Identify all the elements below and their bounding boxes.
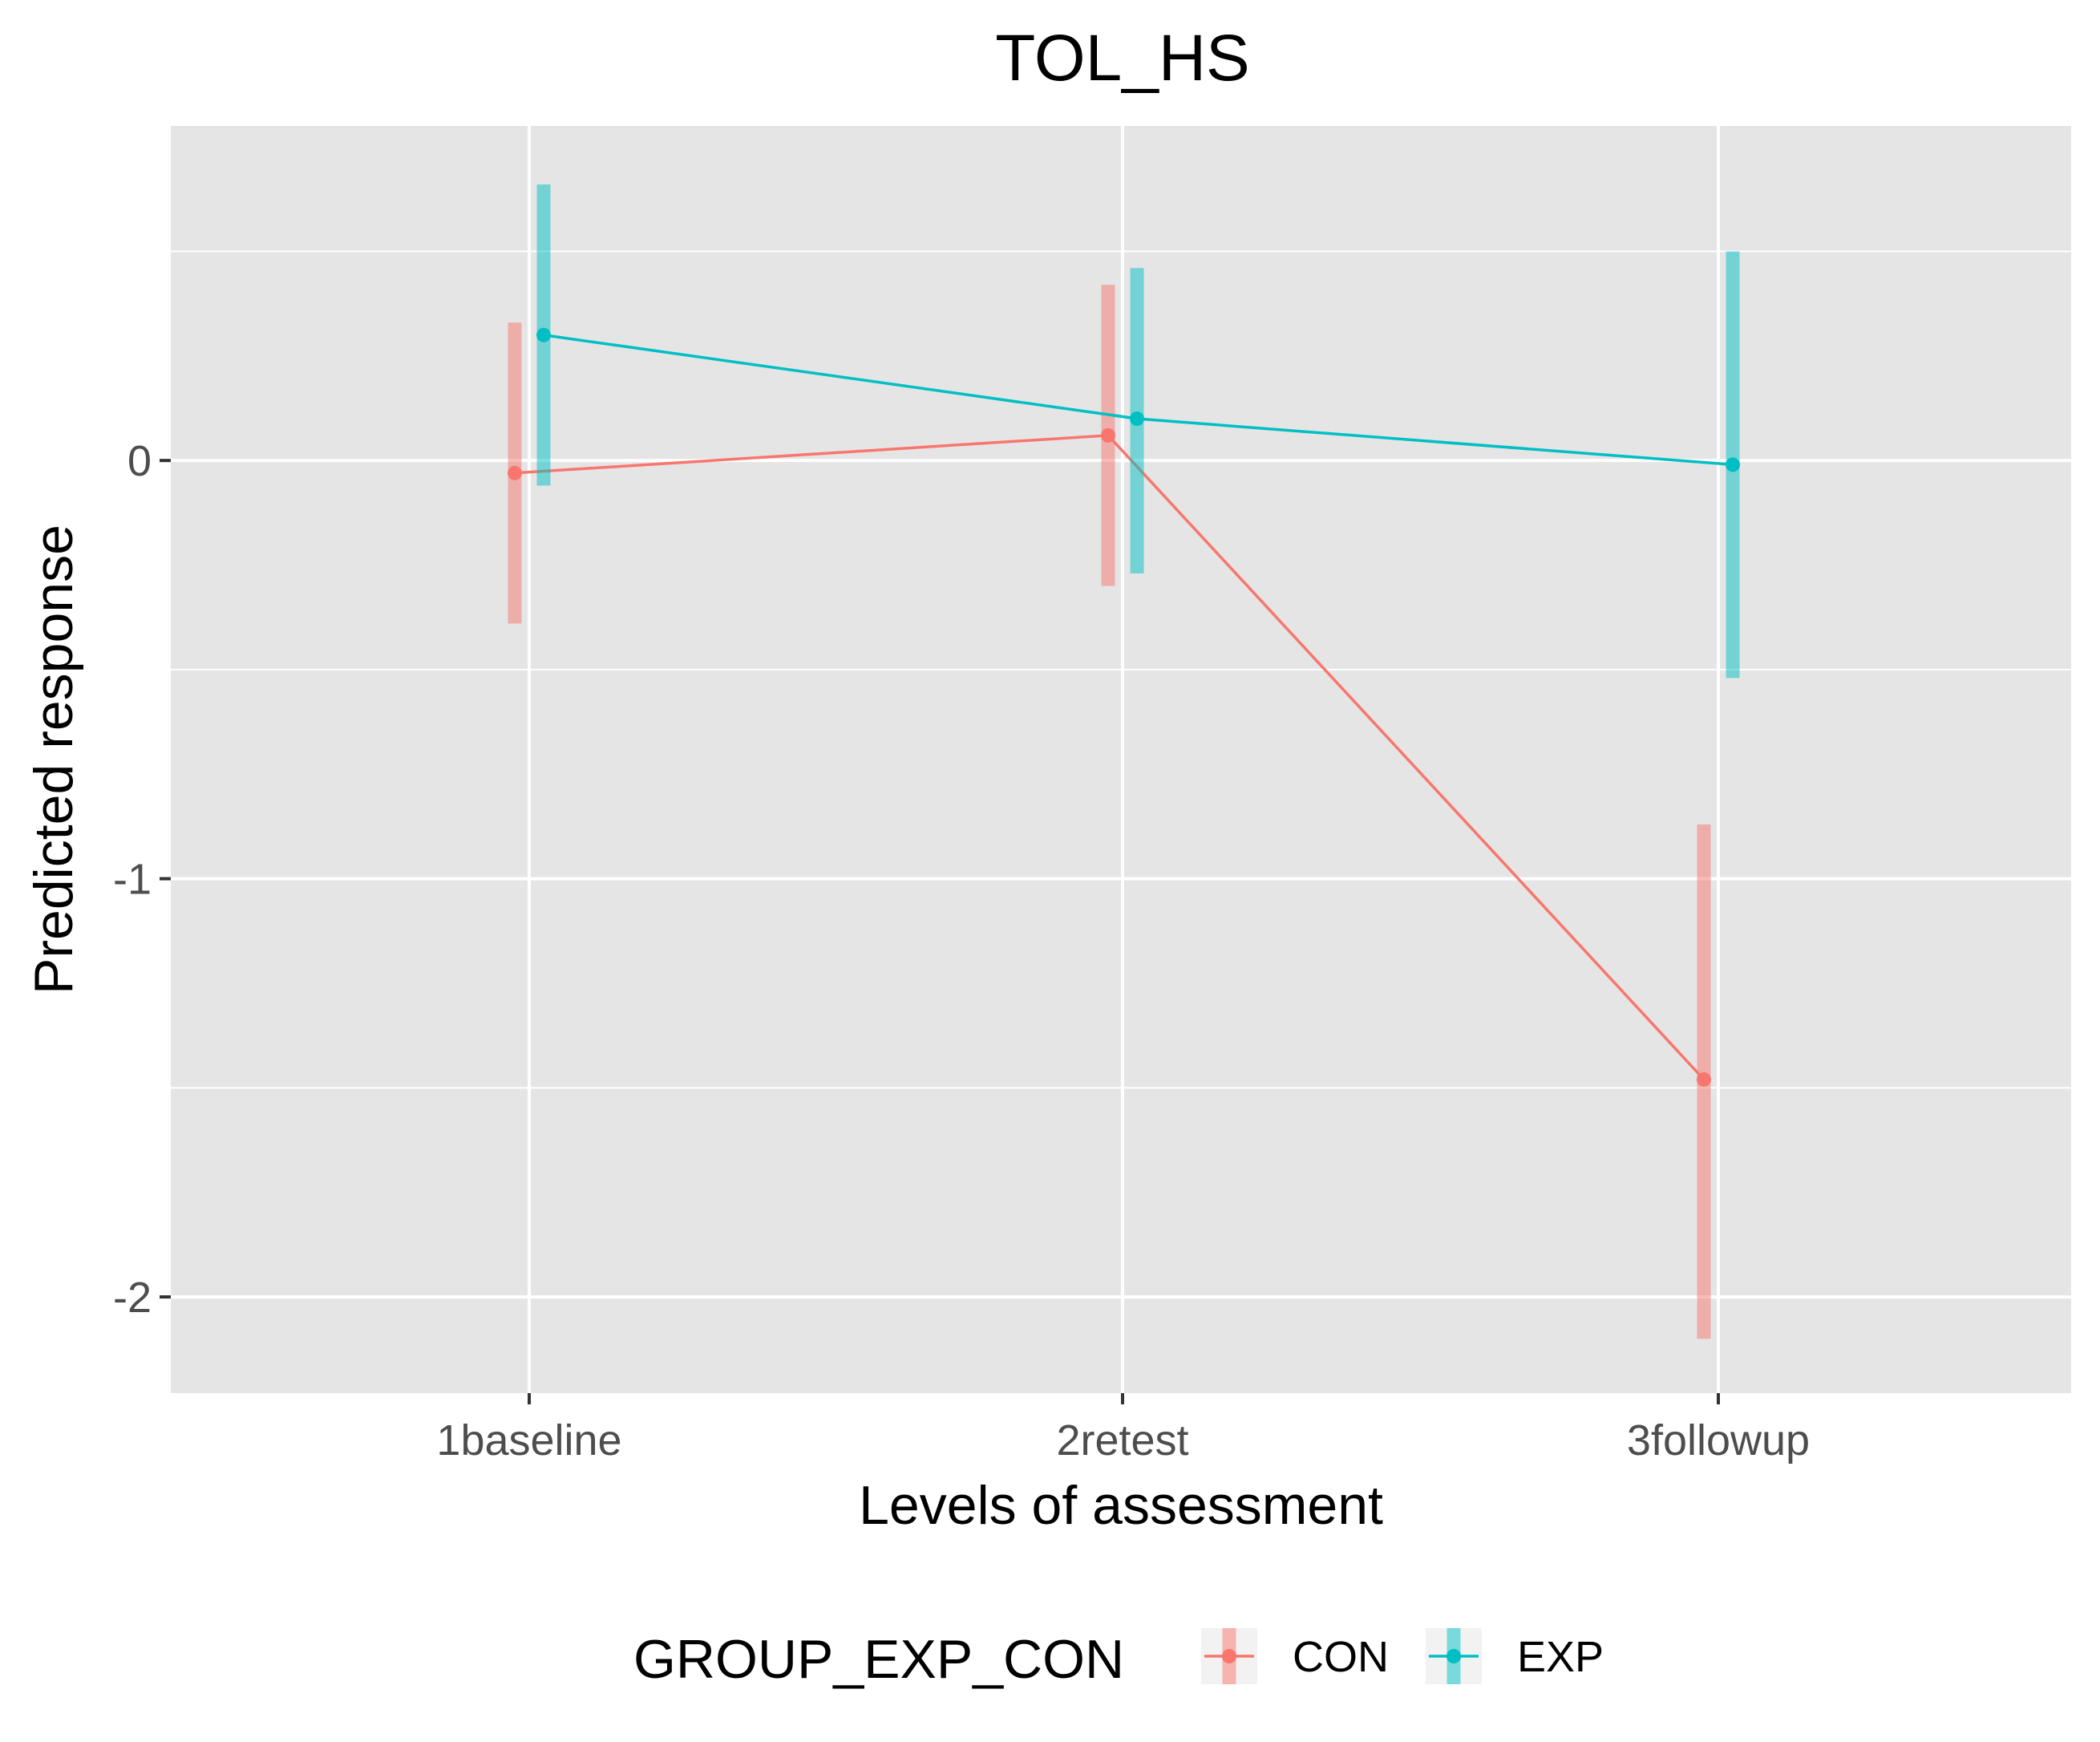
- legend-key-exp: [1426, 1628, 1482, 1684]
- x-tick-label: 3followup: [1627, 1416, 1810, 1464]
- series-layer: [508, 184, 1740, 1339]
- y-axis-title: Predicted response: [23, 525, 84, 995]
- x-axis: 1baseline 2retest 3followup: [436, 1393, 1810, 1464]
- grid-major: [171, 126, 2071, 1393]
- y-tick-label: -2: [113, 1274, 152, 1322]
- legend-key-point: [1222, 1649, 1236, 1663]
- legend-title: GROUP_EXP_CON: [633, 1629, 1124, 1690]
- chart-title: TOL_HS: [995, 22, 1250, 95]
- x-tick-label: 1baseline: [436, 1416, 621, 1464]
- legend-label-con: CON: [1293, 1633, 1389, 1681]
- y-axis: 0 -1 -2: [113, 437, 171, 1322]
- legend-key-con: [1201, 1628, 1257, 1684]
- series-exp: [536, 184, 1740, 679]
- data-point: [536, 327, 551, 342]
- data-point: [508, 465, 522, 480]
- data-point: [1101, 427, 1115, 443]
- x-axis-title: Levels of assessment: [859, 1475, 1383, 1536]
- x-tick-label: 2retest: [1056, 1416, 1188, 1464]
- y-tick-label: 0: [127, 437, 152, 485]
- data-point: [1130, 411, 1144, 427]
- series-con: [508, 285, 1711, 1339]
- data-point: [1726, 457, 1740, 472]
- legend: GROUP_EXP_CON CON EXP: [633, 1628, 1604, 1690]
- legend-key-point: [1447, 1649, 1461, 1663]
- y-tick-label: -1: [113, 856, 152, 904]
- legend-label-exp: EXP: [1517, 1633, 1604, 1681]
- data-point: [1697, 1072, 1711, 1087]
